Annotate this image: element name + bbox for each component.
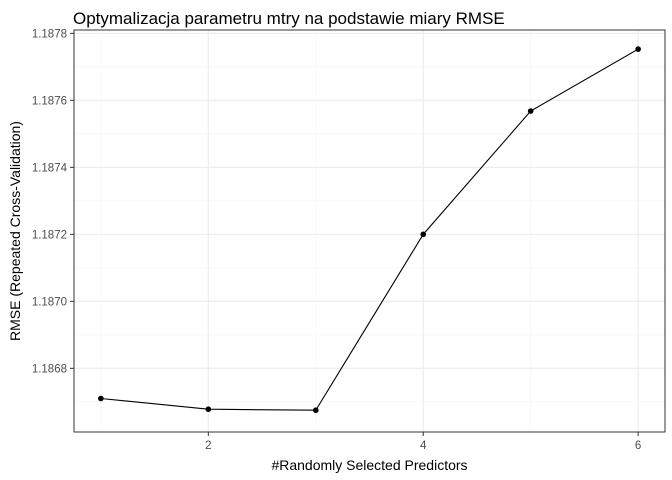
x-tick-label-2: 6 xyxy=(635,440,641,452)
data-point-1 xyxy=(98,395,104,402)
y-tick-label-4: 1.1876 xyxy=(32,95,67,107)
data-points xyxy=(98,46,641,414)
series-layer xyxy=(100,48,639,411)
data-point-6 xyxy=(635,46,641,52)
y-axis-title: RMSE (Repeated Cross-Validation) xyxy=(7,121,23,341)
data-point-3 xyxy=(312,407,319,414)
x-axis-title: #Randomly Selected Predictors xyxy=(271,457,467,473)
data-point-2 xyxy=(205,406,212,413)
y-tick-label-3: 1.1874 xyxy=(32,162,68,174)
grid-lines xyxy=(74,30,665,432)
y-tick-label-5: 1.1878 xyxy=(32,28,67,40)
data-point-5 xyxy=(527,108,534,114)
y-tick-label-2: 1.1872 xyxy=(32,229,67,241)
x-axis-ticks: 2 4 6 xyxy=(205,432,641,452)
y-tick-label-0: 1.1868 xyxy=(32,363,67,375)
y-axis-ticks: 1.1868 1.1870 1.1872 1.1874 1.1876 1.1878 xyxy=(32,28,74,375)
panel-border xyxy=(73,29,666,433)
chart-title: Optymalizacja parametru mtry na podstawi… xyxy=(73,9,505,28)
x-tick-label-0: 2 xyxy=(205,440,211,452)
x-tick-label-1: 4 xyxy=(420,440,427,452)
series-line xyxy=(100,48,639,411)
data-point-4 xyxy=(420,231,427,238)
y-tick-label-1: 1.1870 xyxy=(32,296,67,308)
